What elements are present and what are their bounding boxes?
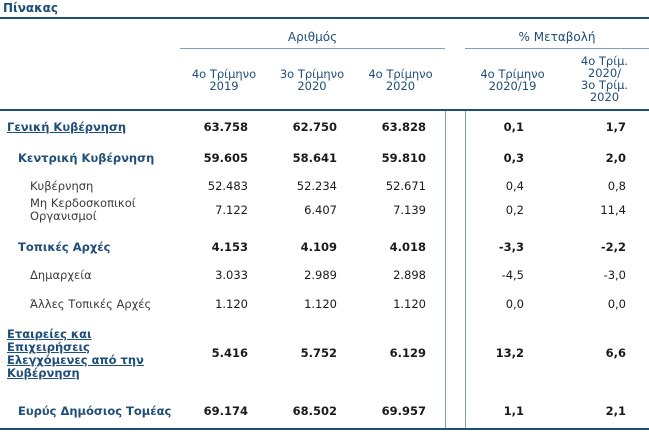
change-cell: 0,4 bbox=[505, 179, 524, 193]
group-header-number: Αριθμός bbox=[287, 30, 338, 44]
value-cell: 1.120 bbox=[304, 297, 337, 311]
group-header-change: % Μεταβολή bbox=[518, 30, 596, 44]
column-header-5: 4ο Τρίμ. 2020/3ο Τρίμ. 2020 bbox=[560, 55, 649, 103]
column-header-line: 2020 bbox=[385, 79, 416, 93]
change-cell: 0,0 bbox=[607, 297, 626, 311]
value-cell: 1.120 bbox=[393, 297, 426, 311]
row-label[interactable]: Γενική Κυβέρνηση bbox=[7, 121, 177, 134]
column-header-1: 4ο Τρίμηνο 2019 bbox=[180, 68, 268, 92]
row-label-line: Εταιρείες και bbox=[7, 327, 92, 341]
value-cell: 52.483 bbox=[207, 179, 248, 193]
value-cell: 63.758 bbox=[203, 120, 248, 134]
change-cell: -4,5 bbox=[501, 268, 524, 282]
value-cell: 59.605 bbox=[203, 151, 248, 165]
column-header-line: 2020 bbox=[297, 79, 327, 93]
column-header-line: 4ο Τρίμηνο bbox=[480, 67, 545, 81]
value-cell: 52.671 bbox=[385, 179, 426, 193]
row-label-line: Άλλες Τοπικές Αρχές bbox=[30, 297, 152, 311]
value-cell: 69.957 bbox=[381, 404, 426, 418]
row-label-line: Κυβέρνηση bbox=[30, 179, 94, 193]
column-header-2: 3ο Τρίμηνο 2020 bbox=[268, 68, 356, 92]
change-cell: 0,8 bbox=[607, 179, 626, 193]
value-cell: 63.828 bbox=[381, 120, 426, 134]
group-underline-number bbox=[180, 48, 445, 49]
value-cell: 4.018 bbox=[389, 240, 426, 254]
column-header-line: 4ο Τρίμηνο bbox=[191, 67, 257, 81]
value-cell: 52.234 bbox=[296, 179, 337, 193]
change-cell: -2,2 bbox=[600, 240, 626, 254]
row-label: Κυβέρνηση bbox=[30, 180, 200, 193]
value-cell: 5.752 bbox=[300, 346, 337, 360]
row-label: Δημαρχεία bbox=[30, 269, 200, 282]
row-label-line: Δημαρχεία bbox=[30, 268, 92, 282]
column-header-line: 4ο Τρίμ. bbox=[580, 54, 629, 68]
divider-left bbox=[445, 111, 446, 429]
row-label: Τοπικές Αρχές bbox=[18, 241, 188, 254]
column-header-line: 2020/19 bbox=[488, 79, 537, 93]
change-cell: 0,2 bbox=[505, 203, 524, 217]
row-label-line: Κεντρική Κυβέρνηση bbox=[18, 151, 155, 165]
value-cell: 69.174 bbox=[203, 404, 248, 418]
column-header-line: 2019 bbox=[209, 79, 239, 93]
value-cell: 62.750 bbox=[292, 120, 337, 134]
change-cell: 1,1 bbox=[503, 404, 524, 418]
row-label: Κεντρική Κυβέρνηση bbox=[18, 152, 188, 165]
value-cell: 7.139 bbox=[393, 203, 426, 217]
row-label: Μη Κερδοσκοπικοί Οργανισμοί bbox=[30, 197, 200, 223]
column-header-3: 4ο Τρίμηνο 2020 bbox=[356, 68, 445, 92]
change-cell: -3,3 bbox=[498, 240, 524, 254]
value-cell: 1.120 bbox=[215, 297, 248, 311]
value-cell: 58.641 bbox=[292, 151, 337, 165]
change-cell: 13,2 bbox=[495, 346, 524, 360]
value-cell: 6.129 bbox=[389, 346, 426, 360]
column-header-line: 3ο Τρίμηνο bbox=[279, 67, 345, 81]
change-cell: 6,6 bbox=[605, 346, 626, 360]
table-title: Πίνακας bbox=[3, 1, 59, 15]
bottom-rule bbox=[0, 428, 649, 430]
change-cell: 11,4 bbox=[600, 203, 626, 217]
value-cell: 3.033 bbox=[215, 268, 248, 282]
value-cell: 2.898 bbox=[393, 268, 426, 282]
column-header-line: 2020 bbox=[589, 90, 620, 104]
row-label-line: Τοπικές Αρχές bbox=[18, 240, 111, 254]
row-label-line: Επιχειρήσεις bbox=[7, 340, 90, 354]
column-header-line: 3ο Τρίμ. bbox=[580, 78, 629, 92]
column-header-4: 4ο Τρίμηνο 2020/19 bbox=[465, 68, 560, 92]
top-rule bbox=[0, 17, 649, 19]
row-label-line: Μη Κερδοσκοπικοί bbox=[30, 196, 136, 210]
group-underline-change bbox=[465, 48, 649, 49]
change-cell: 0,0 bbox=[505, 297, 524, 311]
column-header-line: 4ο Τρίμηνο bbox=[368, 67, 433, 81]
row-label: Άλλες Τοπικές Αρχές bbox=[30, 298, 200, 311]
row-label-line: Ελεγχόμενες από την bbox=[7, 353, 144, 367]
change-cell: 0,3 bbox=[503, 151, 524, 165]
row-label-line: Γενική Κυβέρνηση bbox=[7, 120, 127, 134]
value-cell: 2.989 bbox=[304, 268, 337, 282]
row-label[interactable]: Εταιρείες και Επιχειρήσεις Ελεγχόμενες από… bbox=[7, 328, 177, 380]
value-cell: 4.109 bbox=[300, 240, 337, 254]
value-cell: 6.407 bbox=[304, 203, 337, 217]
row-label-line: Κυβέρνηση bbox=[7, 366, 80, 380]
column-header-line: 2020/ bbox=[587, 66, 622, 80]
value-cell: 4.153 bbox=[211, 240, 248, 254]
change-cell: -3,0 bbox=[603, 268, 626, 282]
change-cell: 0,1 bbox=[503, 120, 524, 134]
header-rule bbox=[0, 109, 649, 111]
change-cell: 1,7 bbox=[605, 120, 626, 134]
divider-right bbox=[465, 111, 466, 429]
change-cell: 2,1 bbox=[605, 404, 626, 418]
value-cell: 59.810 bbox=[381, 151, 426, 165]
value-cell: 68.502 bbox=[292, 404, 337, 418]
change-cell: 2,0 bbox=[605, 151, 626, 165]
row-label-line: Οργανισμοί bbox=[30, 209, 97, 223]
row-label-line: Ευρύς Δημόσιος Τομέας bbox=[18, 404, 172, 418]
row-label: Ευρύς Δημόσιος Τομέας bbox=[18, 405, 188, 418]
value-cell: 5.416 bbox=[211, 346, 248, 360]
value-cell: 7.122 bbox=[215, 203, 248, 217]
